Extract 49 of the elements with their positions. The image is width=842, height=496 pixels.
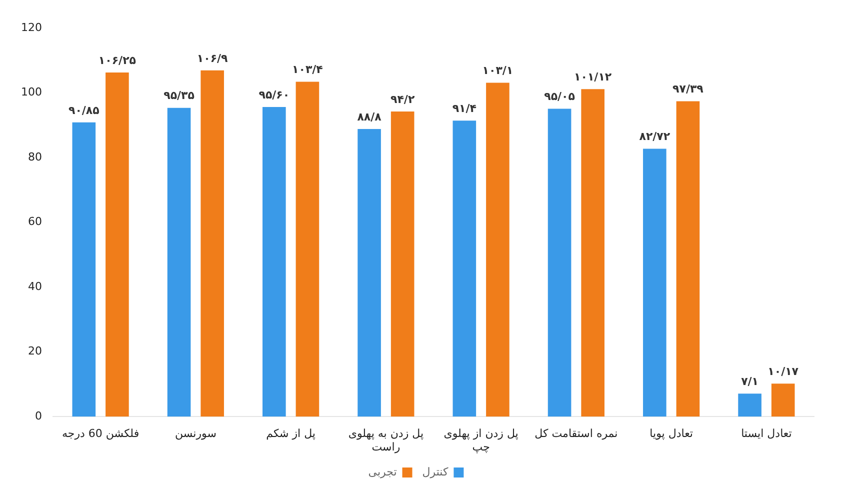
bar bbox=[262, 107, 286, 417]
x-tick-label: تعادل ایستا bbox=[741, 427, 792, 440]
data-label: ۹۰/۸۵ bbox=[68, 104, 100, 117]
data-label: ۱۰۶/۲۵ bbox=[98, 54, 136, 67]
bar bbox=[167, 108, 191, 417]
legend-label: تجربی bbox=[368, 465, 397, 478]
y-tick-label: 80 bbox=[28, 150, 42, 164]
bar bbox=[643, 148, 666, 417]
data-label: ۱۰/۱۷ bbox=[768, 365, 799, 378]
bar bbox=[72, 122, 96, 417]
data-label: ۱۰۳/۱ bbox=[482, 64, 514, 78]
y-tick-label: 120 bbox=[20, 20, 42, 34]
bar bbox=[200, 70, 224, 417]
bar bbox=[486, 82, 510, 417]
data-label: ۸۲/۷۲ bbox=[639, 130, 670, 144]
x-tick-label: پل زدن به پهلوی راست bbox=[348, 427, 424, 454]
y-tick-label: 0 bbox=[34, 409, 42, 422]
data-label: ۹۵/۶۰ bbox=[258, 88, 290, 102]
x-tick-label: نمره استقامت کل bbox=[534, 427, 618, 440]
bar bbox=[738, 394, 762, 417]
y-tick-label: 20 bbox=[28, 344, 42, 358]
y-tick-label: 60 bbox=[28, 215, 42, 228]
bar bbox=[106, 72, 129, 417]
bar bbox=[771, 384, 795, 417]
bar bbox=[358, 129, 381, 417]
data-label: ۸۸/۸ bbox=[357, 110, 382, 124]
data-label: ۷/۱ bbox=[741, 374, 759, 388]
x-tick-label: فلکشن 60 درجه bbox=[62, 427, 140, 440]
data-label: ۹۱/۴ bbox=[452, 102, 477, 115]
bar bbox=[390, 112, 414, 417]
bar bbox=[452, 120, 476, 417]
y-tick-label: 100 bbox=[20, 86, 42, 99]
data-label: ۹۵/۳۵ bbox=[164, 89, 195, 102]
x-tick-label: پل زدن از پهلوی چپ bbox=[444, 427, 518, 454]
legend-label: کنترل bbox=[422, 465, 449, 478]
data-label: ۹۷/۳۹ bbox=[672, 82, 704, 96]
x-tick-label: سورنسن bbox=[174, 427, 216, 440]
data-label: ۱۰۳/۴ bbox=[292, 63, 324, 76]
bar bbox=[548, 108, 572, 417]
data-label: ۱۰۶/۹ bbox=[196, 52, 228, 65]
y-tick-label: 40 bbox=[28, 280, 42, 293]
bar bbox=[581, 89, 604, 417]
data-label: ۹۵/۰۵ bbox=[544, 90, 576, 104]
data-label: ۱۰۱/۱۲ bbox=[574, 70, 612, 84]
bar bbox=[296, 82, 320, 417]
x-tick-label: تعادل پویا bbox=[650, 427, 693, 440]
bar bbox=[676, 101, 700, 417]
data-label: ۹۴/۲ bbox=[390, 92, 415, 106]
x-tick-label: پل از شکم bbox=[266, 427, 316, 440]
